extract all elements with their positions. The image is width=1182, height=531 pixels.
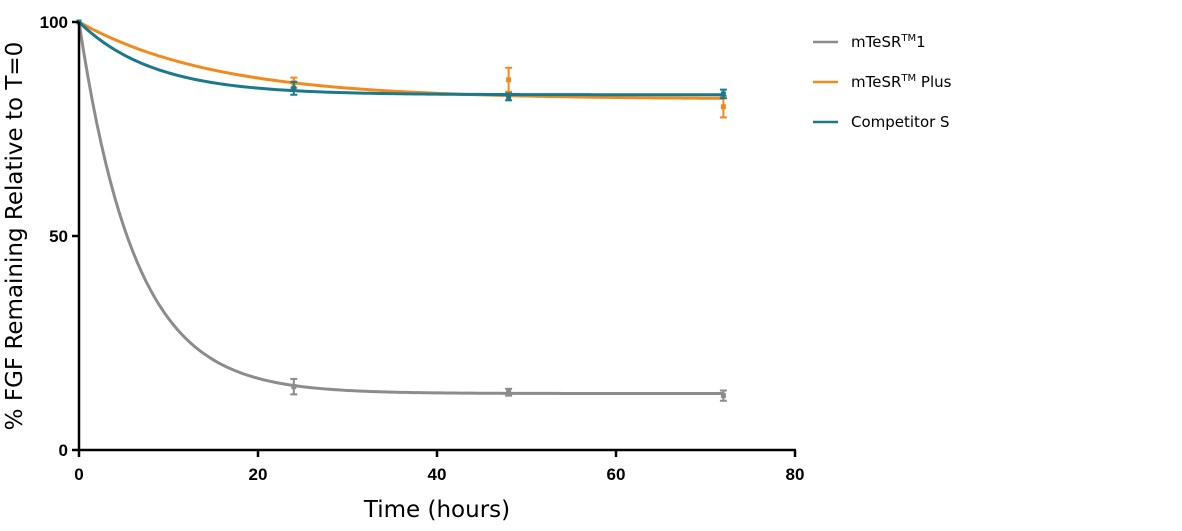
plot-area xyxy=(76,19,727,402)
legend-item-mtesr_plus: mTeSRTM Plus xyxy=(813,73,952,91)
x-tick-label: 40 xyxy=(428,465,447,484)
data-point xyxy=(720,104,726,110)
data-point xyxy=(291,85,297,91)
legend-label-sup: TM xyxy=(900,33,916,44)
series-line-mtesr1 xyxy=(77,20,725,395)
legend-label-tail: Plus xyxy=(916,73,951,91)
legend-label-main: Competitor S xyxy=(851,113,950,131)
series-mtesr_plus xyxy=(76,19,727,119)
axes xyxy=(77,22,796,452)
legend-label-main: mTeSR xyxy=(851,73,901,91)
series-line-competitor_s xyxy=(77,20,725,97)
legend-label-sup: TM xyxy=(900,73,916,84)
legend-label: Competitor S xyxy=(851,113,950,131)
x-tick-label: 0 xyxy=(74,465,83,484)
x-tick-label: 20 xyxy=(249,465,268,484)
legend-label: mTeSRTM Plus xyxy=(851,73,952,91)
y-ticks: 0 50 100 xyxy=(40,13,79,460)
x-ticks: 0 20 40 60 80 xyxy=(74,450,804,484)
data-point xyxy=(506,389,512,395)
y-tick-label: 0 xyxy=(59,441,68,460)
data-point xyxy=(720,393,726,399)
y-tick-label: 100 xyxy=(40,13,68,32)
y-axis-title: % FGF Remaining Relative to T=0 xyxy=(2,42,28,431)
legend-label-tail: 1 xyxy=(916,33,926,51)
legend-item-competitor_s: Competitor S xyxy=(813,113,950,131)
data-point xyxy=(291,384,297,390)
legend-label: mTeSRTM1 xyxy=(851,33,926,51)
legend-item-mtesr1: mTeSRTM1 xyxy=(813,33,926,51)
y-tick-label: 50 xyxy=(49,227,68,246)
x-axis-title: Time (hours) xyxy=(363,497,510,523)
series-line-mtesr_plus xyxy=(77,20,725,100)
data-point xyxy=(506,77,512,83)
legend-label-main: mTeSR xyxy=(851,33,901,51)
x-tick-label: 80 xyxy=(786,465,805,484)
series-mtesr1 xyxy=(76,19,727,402)
x-tick-label: 60 xyxy=(607,465,626,484)
data-point xyxy=(720,91,726,97)
data-point xyxy=(506,94,512,100)
